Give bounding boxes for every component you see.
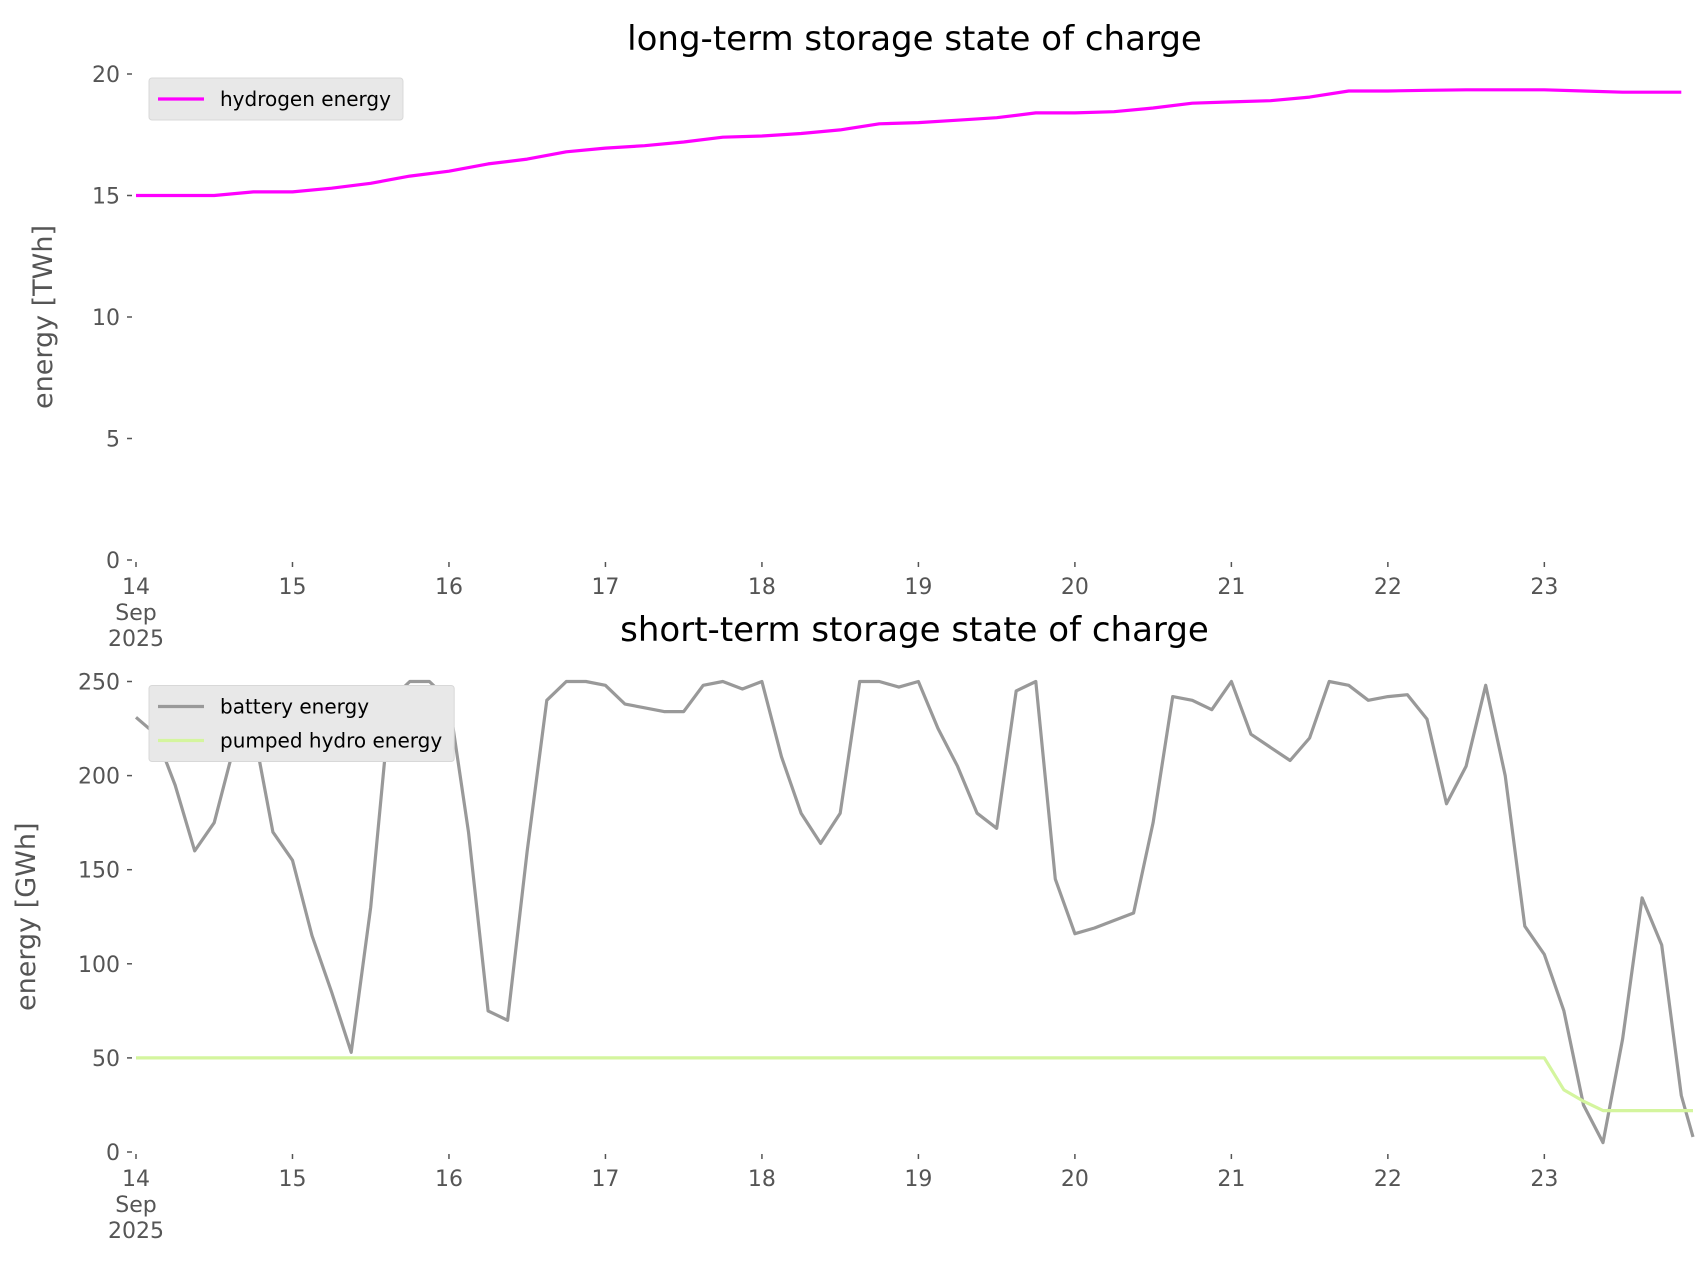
legend-box (148, 77, 404, 121)
y-tick-label: 15 (92, 185, 120, 210)
x-tick-label: 22 (1374, 1167, 1402, 1192)
y-tick-label: 20 (92, 63, 120, 88)
legend-label: pumped hydro energy (220, 729, 442, 753)
legend: battery energy pumped hydro energy (148, 685, 455, 762)
y-tick-label: 250 (78, 671, 120, 696)
legend-label: hydrogen energy (220, 87, 391, 111)
x-tick-label: 20 (1061, 575, 1089, 600)
x-tick-label: 19 (904, 575, 932, 600)
x-tick-label: 16 (435, 1167, 463, 1192)
chart-title: short-term storage state of charge (620, 610, 1209, 650)
x-tick-label: 14 Sep 2025 (108, 1167, 164, 1244)
legend: hydrogen energy (148, 77, 404, 121)
y-tick-label: 150 (78, 859, 120, 884)
y-tick-label: 0 (106, 1141, 120, 1166)
legend-box (148, 685, 455, 762)
x-tick-label: 18 (748, 575, 776, 600)
x-tick-label: 15 (278, 575, 306, 600)
x-tick-label: 18 (748, 1167, 776, 1192)
y-axis-label: energy [TWh] (28, 225, 59, 409)
x-tick-label: 15 (278, 1167, 306, 1192)
x-tick-label: 20 (1061, 1167, 1089, 1192)
x-tick-label: 21 (1217, 575, 1245, 600)
y-tick-label: 100 (78, 953, 120, 978)
y-tick-label: 0 (106, 549, 120, 574)
x-tick-label: 16 (435, 575, 463, 600)
y-tick-label: 50 (92, 1047, 120, 1072)
x-tick-label: 23 (1530, 575, 1558, 600)
y-tick-label: 5 (106, 428, 120, 453)
x-tick-label: 23 (1530, 1167, 1558, 1192)
legend-label: battery energy (220, 695, 369, 719)
x-tick-label: 22 (1374, 575, 1402, 600)
x-tick-label: 17 (591, 575, 619, 600)
series-line (136, 88, 1682, 198)
x-tick-label: 19 (904, 1167, 932, 1192)
series-line (136, 1056, 1693, 1113)
y-axis-label: energy [GWh] (11, 823, 42, 1011)
x-tick-label: 14 Sep 2025 (108, 575, 164, 652)
y-tick-label: 10 (92, 306, 120, 331)
y-tick-label: 200 (78, 765, 120, 790)
x-tick-label: 21 (1217, 1167, 1245, 1192)
chart-title: long-term storage state of charge (627, 19, 1202, 59)
x-tick-label: 17 (591, 1167, 619, 1192)
